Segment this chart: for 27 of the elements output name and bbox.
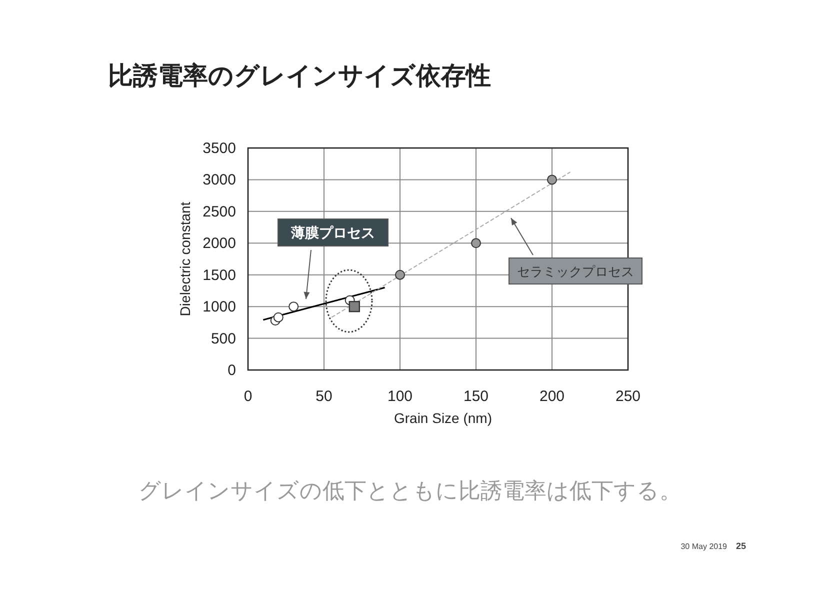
y-axis-title: Dielectric constant <box>177 202 193 316</box>
y-tick-label: 3000 <box>202 172 236 189</box>
y-tick-label: 2000 <box>202 235 236 252</box>
text: 25 <box>736 541 746 551</box>
text: 30 May 2019 <box>680 542 728 551</box>
y-tick-label: 500 <box>210 330 236 348</box>
x-axis-title: Grain Size (nm) <box>394 410 492 426</box>
x-tick-label: 50 <box>316 388 332 405</box>
y-tick-label: 2500 <box>202 203 236 220</box>
x-tick-label: 150 <box>463 388 489 405</box>
x-tick-label: 0 <box>244 388 252 405</box>
point <box>395 270 405 280</box>
text: グレインサイズの低下とともに比誘電率は低下する。 <box>138 478 682 503</box>
annotation: セラミックプロセス <box>517 264 634 279</box>
point <box>273 312 284 322</box>
chart-title: 比誘電率のグレインサイズ依存性 <box>108 62 491 90</box>
point <box>471 238 481 248</box>
y-tick-label: 0 <box>228 362 236 379</box>
point <box>547 174 557 185</box>
y-tick-label: 1500 <box>202 266 236 284</box>
y-tick-label: 3500 <box>202 140 236 157</box>
point <box>288 302 299 312</box>
annotation: 薄膜プロセス <box>290 224 375 240</box>
x-tick-label: 200 <box>539 388 565 405</box>
x-tick-label: 250 <box>615 388 641 405</box>
y-tick-label: 1000 <box>202 298 236 316</box>
x-tick-label: 100 <box>387 388 413 405</box>
